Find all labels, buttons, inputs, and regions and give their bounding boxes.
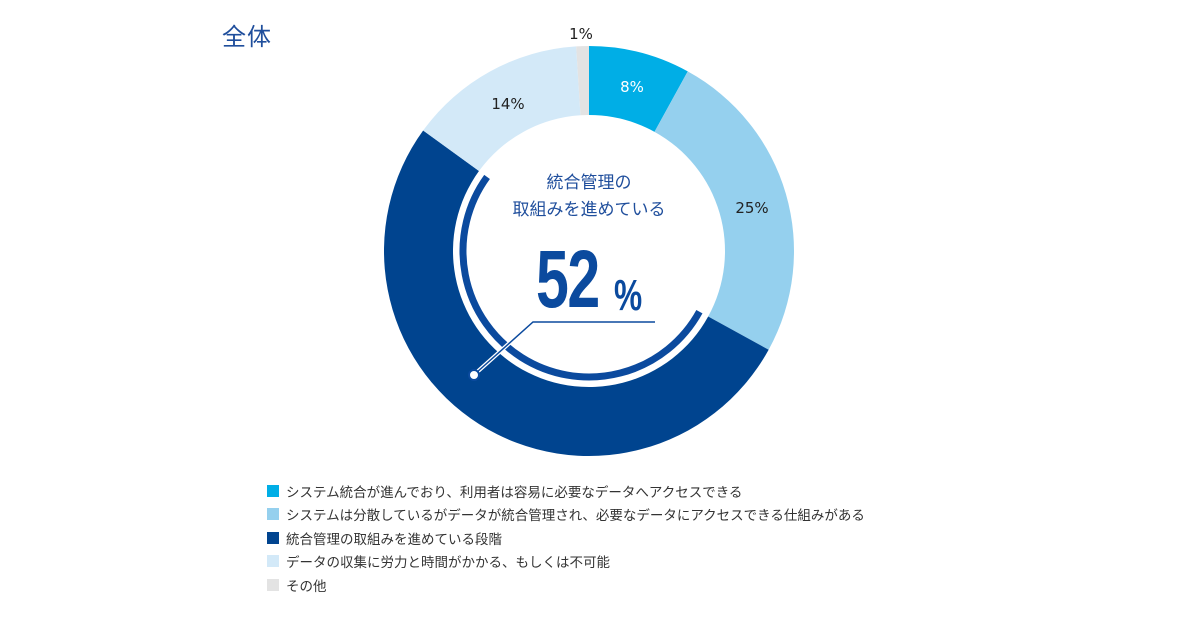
legend-item: システムは分散しているがデータが統合管理され、必要なデータにアクセスできる仕組み… bbox=[267, 503, 865, 527]
donut-slice bbox=[654, 71, 794, 350]
donut-slice bbox=[423, 46, 581, 172]
slice-label-1: 1% bbox=[569, 25, 593, 43]
center-caption-line1: 統合管理の bbox=[546, 173, 632, 193]
slice-label-14: 14% bbox=[491, 95, 525, 113]
legend-swatch bbox=[267, 531, 279, 544]
legend-label: 統合管理の取組みを進めている段階 bbox=[286, 531, 502, 548]
legend-label: システム統合が進んでおり、利用者は容易に必要なデータへアクセスできる bbox=[286, 484, 743, 501]
legend-item: システム統合が進んでおり、利用者は容易に必要なデータへアクセスできる bbox=[267, 479, 865, 503]
center-caption: 統合管理の 取組みを進めている bbox=[489, 170, 689, 224]
slice-label-25: 25% bbox=[735, 199, 769, 217]
highlight-unit: % bbox=[614, 271, 643, 320]
leader-dot bbox=[468, 369, 480, 381]
legend-swatch bbox=[267, 484, 279, 497]
donut-slice bbox=[576, 46, 589, 116]
legend-item: その他 bbox=[267, 573, 865, 597]
leader-line-inner bbox=[475, 321, 655, 374]
legend-label: その他 bbox=[286, 578, 327, 595]
highlight-arc bbox=[459, 174, 703, 381]
chart-title: 全体 bbox=[222, 23, 272, 51]
donut-slice bbox=[589, 46, 688, 132]
center-caption-line2: 取組みを進めている bbox=[512, 200, 666, 220]
donut-slice bbox=[384, 130, 769, 456]
legend-swatch bbox=[267, 578, 279, 591]
legend-label: システムは分散しているがデータが統合管理され、必要なデータにアクセスできる仕組み… bbox=[286, 508, 865, 525]
slice-label-8: 8% bbox=[620, 78, 644, 96]
legend-item: データの収集に労力と時間がかかる、もしくは不可能 bbox=[267, 550, 865, 574]
legend-item: 統合管理の取組みを進めている段階 bbox=[267, 526, 865, 550]
legend-swatch bbox=[267, 508, 279, 521]
legend: システム統合が進んでおり、利用者は容易に必要なデータへアクセスできる システムは… bbox=[267, 479, 865, 597]
legend-swatch bbox=[267, 555, 279, 568]
legend-label: データの収集に労力と時間がかかる、もしくは不可能 bbox=[286, 555, 610, 572]
highlight-value: 52 bbox=[536, 234, 600, 325]
donut-slices bbox=[384, 46, 794, 456]
